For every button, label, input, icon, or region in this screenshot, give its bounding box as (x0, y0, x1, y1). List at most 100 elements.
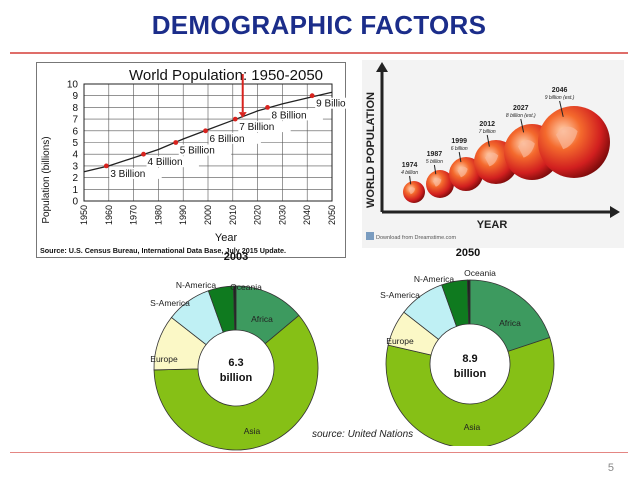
pie-title: 2003 (224, 251, 248, 263)
population-globe (426, 170, 454, 198)
pie-center-label: 6.3 (228, 357, 243, 369)
x-tick-label: 2010 (228, 205, 238, 225)
milestone-point (141, 151, 146, 157)
milestone-point (232, 116, 238, 122)
y-tick-label: 5 (72, 138, 78, 149)
globe-pointer (433, 164, 437, 175)
globe-year: 1974 (402, 162, 418, 169)
x-tick-label: 2000 (203, 205, 213, 225)
globe-pointer (409, 175, 412, 185)
milestone-label: 5 Billion (180, 146, 215, 157)
pie-label-africa: Africa (499, 318, 521, 328)
globe-continent (518, 140, 535, 158)
pie-label-oceania: Oceania (230, 282, 262, 292)
y-tick-label: 1 (72, 185, 78, 196)
population-line (83, 91, 333, 173)
population-globe (538, 106, 610, 178)
pie-label-oceania: Oceania (464, 268, 496, 278)
pie-slice-oceania (233, 285, 237, 331)
milestone-label-bg (270, 109, 323, 121)
pie-label-s-america: S-America (150, 298, 190, 308)
x-tick-label: 1950 (79, 205, 89, 225)
globe-continent (457, 166, 468, 178)
y-tick-label: 3 (72, 161, 78, 172)
pie-slice-oceania (466, 279, 471, 325)
globe-continent (408, 187, 416, 195)
pie-chart-2050: 2050 Africa Asia Europe S-America N-America Oc… (380, 247, 555, 446)
page-number: 5 (607, 462, 614, 474)
y-tick-label: 6 (72, 126, 78, 137)
x-tick-label: 1960 (104, 205, 114, 225)
globe-note: 4 billion (401, 170, 418, 176)
source-note: source: United Nations (312, 429, 414, 440)
y-tick-label: 9 (72, 91, 78, 102)
title-divider (10, 52, 628, 54)
milestone-label-bg (315, 97, 346, 109)
milestone-label: 4 Billion (148, 157, 183, 168)
pie-center-label: 8.9 (462, 353, 477, 365)
red-arrow-head (238, 112, 247, 118)
globe-pointer (486, 134, 490, 147)
pie-center-label: billion (454, 368, 487, 380)
globe-note: 6 billion (451, 146, 468, 152)
milestone-label-bg (109, 167, 162, 179)
globe-year: 1999 (451, 138, 467, 145)
milestone-label-bg (146, 156, 199, 168)
line-chart-y-label: Population (billions) (41, 136, 52, 223)
x-tick-label: 1990 (178, 205, 188, 225)
pie-label-africa: Africa (251, 314, 273, 324)
milestone-point (103, 163, 109, 169)
y-tick-label: 0 (72, 197, 78, 208)
y-tick-label: 2 (72, 173, 78, 184)
globe-year: 2012 (479, 121, 495, 128)
pie-label-asia: Asia (244, 426, 261, 436)
pie-chart-2003: 2003 Africa Asia Europe S-America N-America Oc… (150, 251, 319, 451)
pie-label-n-america: N-America (176, 280, 216, 290)
x-tick-label: 1970 (129, 205, 139, 225)
infographic-credit: Download from Dreamstime.com (376, 235, 456, 241)
globe-year: 2027 (513, 105, 529, 112)
globe-note: 5 billion (426, 159, 443, 165)
population-globe (403, 181, 425, 203)
y-tick-label: 4 (72, 150, 78, 161)
pie-slice-africa (469, 279, 551, 352)
milestone-label: 7 Billion (239, 122, 274, 133)
globe-note: 7 billion (479, 129, 496, 135)
footer-divider (10, 452, 628, 453)
pie-label-s-america: S-America (380, 290, 420, 300)
milestone-point (309, 93, 315, 99)
pie-label-europe: Europe (386, 336, 414, 346)
y-tick-label: 8 (72, 103, 78, 114)
x-tick-label: 2030 (277, 205, 287, 225)
line-chart-source: Source: U.S. Census Bureau, Internationa… (40, 246, 286, 255)
globe-pointer (520, 118, 525, 133)
globe-continent (433, 178, 442, 187)
milestone-label: 8 Billion (272, 110, 307, 121)
globe-note: 9 billion (est.) (545, 95, 575, 101)
line-chart-x-label: Year (215, 232, 238, 244)
pie-label-europe: Europe (150, 354, 178, 364)
line-chart-title: World Population: 1950-2050 (129, 67, 323, 84)
pie-slice-asia (385, 337, 555, 446)
x-tick-label: 2020 (253, 205, 263, 225)
globe-pointer (559, 100, 564, 117)
infographic-x-axis-label: YEAR (477, 219, 508, 231)
milestone-label: 9 Billion (316, 99, 346, 110)
pie-title: 2050 (456, 247, 480, 259)
globe-year: 1987 (427, 151, 443, 158)
milestone-label: 6 Billion (210, 134, 245, 145)
globe-year: 2046 (552, 87, 568, 94)
pie-center-label: billion (220, 372, 253, 384)
x-tick-label: 2040 (302, 205, 312, 225)
x-tick-label: 2050 (327, 205, 337, 225)
milestone-label-bg (178, 144, 232, 156)
pie-slice-asia (153, 314, 319, 451)
globe-continent (556, 126, 578, 150)
plot-frame (83, 83, 333, 202)
y-tick-label: 7 (72, 115, 78, 126)
y-tick-label: 10 (67, 80, 79, 91)
milestone-point (173, 140, 179, 145)
globe-pointer (458, 151, 462, 163)
globe-note: 8 billion (est.) (506, 113, 536, 119)
